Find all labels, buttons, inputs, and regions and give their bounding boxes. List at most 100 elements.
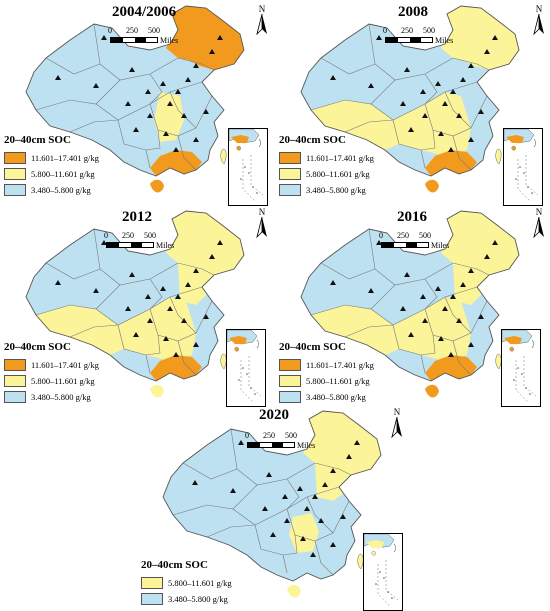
site-marker [192, 480, 198, 485]
site-marker [346, 454, 352, 459]
legend-item-mid: 5.800–11.601 g/kg [141, 575, 232, 591]
site-marker [368, 83, 374, 88]
site-marker [420, 89, 426, 94]
site-marker [478, 109, 484, 114]
province-border [310, 79, 396, 111]
province-border [344, 324, 394, 338]
province-border [69, 324, 119, 338]
taiwan-region [220, 148, 227, 165]
province-border [169, 296, 197, 334]
province-border [344, 119, 394, 133]
south-china-sea-inset [363, 533, 403, 611]
legend-item-high: 11.601–17.401 g/kg [4, 150, 99, 166]
legend-item-low: 3.480–5.800 g/kg [4, 182, 99, 198]
site-marker [456, 113, 462, 118]
site-marker [478, 314, 484, 319]
legend-title: 20–40cm SOC [279, 341, 346, 353]
legend-title: 20–40cm SOC [4, 341, 71, 353]
inset-map [227, 330, 262, 403]
site-marker [175, 89, 181, 94]
site-marker [435, 286, 441, 291]
site-marker [125, 101, 131, 106]
legend-item-mid: 5.800–11.601 g/kg [279, 166, 374, 182]
province-border [177, 135, 197, 171]
site-marker [193, 63, 199, 68]
south-china-sea-inset [228, 128, 268, 206]
province-border [35, 284, 121, 316]
site-marker [217, 35, 223, 40]
legend-title: 20–40cm SOC [141, 559, 208, 571]
site-marker [310, 552, 316, 557]
site-marker [322, 482, 328, 487]
site-marker [460, 282, 466, 287]
province-border [182, 462, 238, 480]
site-marker [270, 532, 276, 537]
province-border [45, 262, 101, 280]
map-panel-2004-2006: 2004/2006 0 250 500 Miles N 20–40cm SOC … [0, 0, 275, 206]
scale-bar: 0 250 500 Miles [104, 231, 175, 250]
province-border [452, 340, 472, 376]
legend-title: 20–40cm SOC [279, 134, 346, 146]
site-marker [163, 131, 169, 136]
map-year-title: 2016 [397, 209, 427, 225]
site-marker [55, 75, 61, 80]
country-outline [25, 210, 245, 382]
province-border [145, 354, 151, 374]
map-year-title: 2012 [122, 209, 152, 225]
site-marker [284, 518, 290, 523]
north-arrow: N [532, 207, 546, 241]
site-marker [193, 268, 199, 273]
inset-map [502, 330, 537, 403]
site-marker [438, 336, 444, 341]
china-map [162, 410, 382, 598]
site-marker [448, 352, 454, 357]
site-marker [238, 440, 244, 445]
legend-item-high: 11.601–17.401 g/kg [279, 150, 374, 166]
map-panel-2016: 2016 0 250 500 Miles N 20–40cm SOC 11.60… [275, 205, 550, 410]
site-marker [400, 306, 406, 311]
china-map [25, 210, 245, 398]
site-marker [217, 240, 223, 245]
soc-zone-high [425, 355, 477, 381]
site-marker [400, 101, 406, 106]
site-marker [185, 77, 191, 82]
province-border [452, 57, 490, 71]
north-arrow: N [532, 4, 546, 38]
inset-map [504, 129, 539, 202]
legend-title: 20–40cm SOC [4, 134, 71, 146]
province-border [320, 57, 376, 75]
soc-zone-mid [166, 211, 244, 305]
legend: 20–40cm SOC 11.601–17.401 g/kg 5.800–11.… [4, 134, 99, 198]
province-border [306, 496, 334, 534]
site-marker [468, 63, 474, 68]
site-marker [133, 127, 139, 132]
province-border [69, 119, 119, 133]
scale-bar: 0 250 500 Miles [379, 231, 450, 250]
province-border [444, 296, 472, 334]
taiwan-region [220, 353, 227, 370]
province-border [320, 262, 376, 280]
soc-zone-high [150, 179, 164, 193]
site-marker [450, 294, 456, 299]
taiwan-region [495, 148, 502, 165]
legend-item-low: 3.480–5.800 g/kg [4, 389, 99, 405]
site-marker [129, 272, 135, 277]
soc-zone-high [425, 384, 439, 398]
site-marker [167, 101, 173, 106]
site-marker [193, 342, 199, 347]
site-marker [404, 67, 410, 72]
province-border [420, 149, 426, 169]
province-border [314, 462, 352, 476]
province-border [310, 284, 396, 316]
site-marker [147, 318, 153, 323]
soc-zone-mid [287, 584, 301, 598]
soc-zone-high [150, 150, 202, 176]
site-marker [297, 486, 303, 491]
site-marker [330, 280, 336, 285]
province-border [177, 57, 215, 71]
soc-zone-mid [311, 297, 471, 361]
legend-item-high: 11.601–17.401 g/kg [4, 357, 99, 373]
site-marker [181, 318, 187, 323]
country-outline [300, 210, 520, 382]
map-year-title: 2020 [259, 407, 289, 423]
